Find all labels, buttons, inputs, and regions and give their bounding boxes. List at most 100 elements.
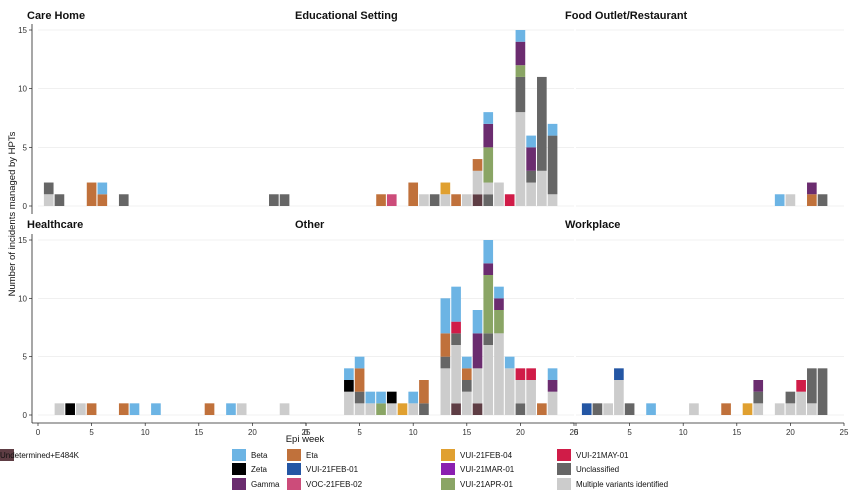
x-tick-label: 25 <box>570 428 579 437</box>
bar-segment-multiple-variants-identified <box>494 182 504 206</box>
bar-segment-gamma <box>483 263 494 275</box>
bar-segment-beta <box>515 30 526 42</box>
bar-segment-multiple-variants-identified <box>236 403 247 415</box>
bar-segment-vui-21may-01 <box>526 368 536 380</box>
bar-segment-unclassified <box>515 76 526 113</box>
bar-segment-eta <box>86 182 97 206</box>
bar-segment-undetermined-e484k <box>472 403 483 415</box>
x-axis-title: Epi week <box>286 434 325 445</box>
bar-segment-eta <box>419 380 429 404</box>
bar-segment-multiple-variants-identified <box>515 112 526 206</box>
x-tick-label: 25 <box>302 428 311 437</box>
panel-food-outlet-restaurant: Food Outlet/Restaurant <box>565 10 844 207</box>
y-tick-label: 10 <box>18 85 27 94</box>
y-tick-label: 0 <box>23 411 28 420</box>
bar-segment-eta <box>376 194 386 206</box>
legend-swatch <box>232 478 246 490</box>
x-tick-label: 0 <box>36 428 41 437</box>
bar-segment-unclassified <box>451 333 461 345</box>
bar-segment-beta <box>483 112 494 124</box>
legend-label: Multiple variants identified <box>576 480 668 489</box>
x-tick-label: 15 <box>194 428 203 437</box>
bar-segment-beta <box>365 391 376 404</box>
bar-segment-vui-21feb-04 <box>440 182 451 195</box>
bar-segment-multiple-variants-identified <box>526 182 536 206</box>
bar-segment-vui-21feb-01 <box>581 403 592 415</box>
legend-item-unclassified: Unclassified <box>557 463 619 475</box>
legend-item-gamma: Gamma <box>232 478 280 490</box>
bar-segment-gamma <box>547 380 558 392</box>
bar-segment-multiple-variants-identified <box>408 403 419 415</box>
bar-segment-multiple-variants-identified <box>365 403 376 415</box>
bar-segment-unclassified <box>817 368 828 415</box>
bar-segment-gamma <box>483 123 494 148</box>
bar-segment-multiple-variants-identified <box>440 194 451 206</box>
bar-segment-multiple-variants-identified <box>547 194 558 206</box>
legend-item-vui-21feb-04: VUI-21FEB-04 <box>441 449 513 461</box>
bar-segment-multiple-variants-identified <box>354 403 365 415</box>
legend-label: Zeta <box>251 465 268 474</box>
bar-segment-beta <box>504 356 515 369</box>
bar-segment-beta <box>547 123 558 136</box>
x-tick-label: 5 <box>357 428 362 437</box>
bar-segment-multiple-variants-identified <box>440 368 451 415</box>
bar-segment-eta <box>537 403 547 415</box>
bar-segment-gamma <box>472 333 483 369</box>
bar-segment-eta <box>472 159 483 171</box>
panel-title: Workplace <box>565 219 620 231</box>
bar-segment-multiple-variants-identified <box>526 380 536 415</box>
bar-segment-voc-21feb-02 <box>386 194 397 206</box>
bar-segment-beta <box>129 403 140 415</box>
legend-label: VOC-21FEB-02 <box>306 480 363 489</box>
legend-item-beta: Beta <box>232 449 268 461</box>
bar-segment-multiple-variants-identified <box>54 403 65 415</box>
legend-item-zeta: Zeta <box>232 463 268 475</box>
x-tick-label: 10 <box>679 428 688 437</box>
y-tick-label: 10 <box>18 294 27 303</box>
bar-segment-unclassified <box>807 368 817 404</box>
bar-segment-vui-21feb-04 <box>397 403 408 415</box>
bar-segment-vui-21may-01 <box>515 368 526 380</box>
bar-segment-eta <box>204 403 215 415</box>
legend-item-vui-21mar-01: VUI-21MAR-01 <box>441 463 515 475</box>
bar-segment-multiple-variants-identified <box>494 333 504 415</box>
bar-segment-vui-21may-01 <box>504 194 515 206</box>
bar-segment-eta <box>451 194 461 206</box>
legend-item-vui-21apr-01: VUI-21APR-01 <box>441 478 513 490</box>
bar-segment-multiple-variants-identified <box>461 194 472 206</box>
bar-segment-eta <box>461 368 472 380</box>
bar-segment-unclassified <box>54 194 65 206</box>
bar-segment-undetermined-e484k <box>472 194 483 206</box>
x-tick-label: 0 <box>574 428 579 437</box>
bar-segment-multiple-variants-identified <box>279 403 290 415</box>
y-tick-label: 15 <box>18 26 27 35</box>
y-tick-label: 0 <box>23 202 28 211</box>
bar-segment-vui-21may-01 <box>451 321 461 334</box>
legend-label: Gamma <box>251 480 280 489</box>
bar-segment-unclassified <box>817 194 828 206</box>
panel-title: Food Outlet/Restaurant <box>565 10 688 22</box>
bar-segment-unclassified <box>483 194 494 206</box>
y-axis-title: Number of incidents managed by HPTs <box>7 131 18 296</box>
bar-segment-unclassified <box>461 380 472 392</box>
legend-item-vui-21may-01: VUI-21MAY-01 <box>557 449 629 461</box>
bar-segment-gamma <box>807 182 817 195</box>
bar-segment-undetermined-e484k <box>451 403 461 415</box>
bar-segment-multiple-variants-identified <box>472 368 483 404</box>
bar-segment-beta <box>461 356 472 369</box>
bar-segment-unclassified <box>785 391 796 404</box>
bar-segment-multiple-variants-identified <box>807 403 817 415</box>
bar-segment-multiple-variants-identified <box>515 380 526 404</box>
bar-segment-beta <box>494 286 504 299</box>
legend-item-multiple-variants-identified: Multiple variants identified <box>557 478 668 490</box>
bar-segment-vui-21apr-01 <box>494 310 504 334</box>
bar-segment-multiple-variants-identified <box>76 403 86 415</box>
legend-swatch <box>441 463 455 475</box>
legend-swatch <box>0 449 14 461</box>
x-tick-label: 25 <box>840 428 849 437</box>
bar-segment-gamma <box>753 380 764 392</box>
bar-segment-multiple-variants-identified <box>785 403 796 415</box>
bar-segment-beta <box>526 135 536 148</box>
bar-segment-gamma <box>494 298 504 310</box>
